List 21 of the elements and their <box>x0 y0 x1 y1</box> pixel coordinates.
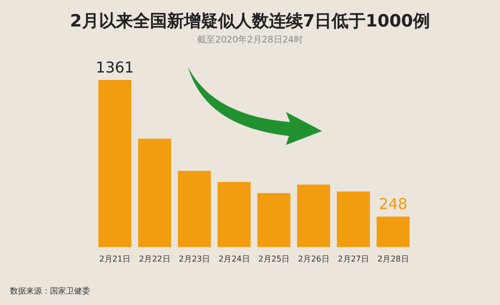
data-label: 1361 <box>96 58 134 76</box>
x-tick-label: 2月26日 <box>298 254 330 264</box>
data-label: 248 <box>378 195 408 214</box>
chart-title: 2月以来全国新增疑似人数连续7日低于1000例 <box>70 12 430 32</box>
x-tick-label: 2月24日 <box>218 254 250 264</box>
x-tick-label: 2月21日 <box>99 254 131 264</box>
bar <box>218 182 251 247</box>
bar <box>297 184 330 247</box>
x-tick-label: 2月28日 <box>377 254 409 264</box>
x-tick-label: 2月22日 <box>138 254 170 264</box>
bar <box>336 192 370 247</box>
chart-subtitle: 截至2020年2月28日24时 <box>197 34 303 46</box>
bar <box>178 170 211 247</box>
x-tick-label: 2月23日 <box>178 254 210 264</box>
bar <box>376 216 410 247</box>
x-tick-label: 2月27日 <box>338 254 370 264</box>
bar <box>138 138 172 247</box>
bar <box>98 80 132 247</box>
x-tick-label: 2月25日 <box>258 254 290 264</box>
bar <box>257 193 290 247</box>
source-note: 数据来源：国家卫健委 <box>10 286 90 296</box>
